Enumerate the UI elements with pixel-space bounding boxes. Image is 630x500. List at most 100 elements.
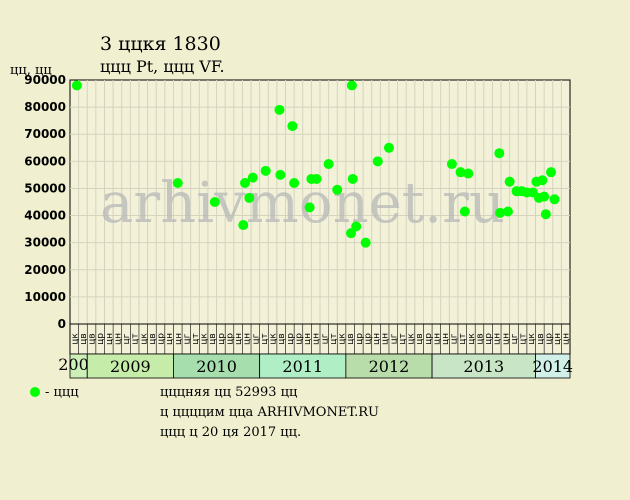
note-line-2: ц ццццим цца ARHIVMONET.RU (160, 405, 379, 420)
y-tick-label: 70000 (24, 127, 66, 141)
month-label: цг (251, 333, 261, 344)
y-tick-label: 20000 (24, 263, 66, 277)
year-label: 2010 (196, 357, 237, 376)
month-labels: цкцвцвцрцнцнцгцтцкцвцрцнцнцгцтцкцвцрцрцн… (69, 323, 572, 355)
y-tick-label: 10000 (24, 290, 66, 304)
year-label: 2009 (110, 357, 151, 376)
data-point (311, 173, 322, 184)
month-label: цн (501, 333, 511, 345)
data-point (539, 191, 550, 202)
y-tick-label: 80000 (24, 100, 66, 114)
month-label: цв (277, 333, 287, 344)
month-label: цр (484, 333, 494, 345)
year-label: 2011 (282, 357, 323, 376)
month-label: цр (294, 333, 304, 345)
y-tick-label: 90000 (24, 73, 66, 87)
data-point (289, 178, 300, 189)
data-point (446, 159, 457, 170)
data-point (287, 121, 298, 132)
data-point (347, 173, 358, 184)
month-label: цн (562, 333, 572, 345)
month-label: цр (544, 333, 554, 345)
data-point (172, 178, 183, 189)
month-label: цг (182, 333, 192, 344)
month-label: цв (475, 333, 485, 344)
month-label: цн (165, 333, 175, 345)
month-label: цн (381, 333, 391, 345)
month-label: цн (432, 333, 442, 345)
month-label: цн (303, 333, 313, 345)
month-label: цт (519, 333, 529, 344)
y-ticks: 0 10000 20000 30000 40000 50000 60000 70000 8000… (24, 73, 66, 331)
month-label: цр (286, 333, 296, 345)
data-point (504, 176, 515, 187)
month-label: цк (527, 333, 537, 345)
data-point (540, 209, 551, 220)
month-label: цн (493, 333, 503, 345)
data-point (209, 197, 220, 207)
month-label: цк (200, 333, 210, 345)
month-label: цг (320, 333, 330, 344)
data-point (383, 142, 394, 153)
month-label: цт (398, 333, 408, 344)
y-tick-label: 40000 (24, 209, 66, 223)
month-label: цн (372, 333, 382, 345)
month-label: цн (174, 333, 184, 345)
year-band (535, 353, 571, 379)
year-label: 2012 (369, 357, 410, 376)
data-point (455, 167, 466, 178)
data-point (240, 178, 250, 189)
data-point (304, 202, 315, 213)
data-point (372, 156, 383, 167)
month-label: цн (312, 333, 322, 345)
month-label: цр (217, 333, 227, 345)
month-label: цр (96, 333, 106, 345)
data-point (351, 221, 362, 232)
month-label: цт (131, 333, 141, 344)
month-label: цв (208, 333, 218, 344)
grid (70, 80, 570, 324)
data-point (71, 80, 82, 91)
month-label: цк (70, 333, 80, 345)
year-band (173, 353, 261, 379)
data-point (360, 237, 371, 248)
data-point (546, 167, 557, 178)
chart-title: 3 ццкя 1830 (100, 33, 221, 55)
data-point (346, 228, 357, 239)
month-label: цг (450, 333, 460, 344)
data-points (71, 80, 560, 248)
legend-marker (30, 387, 40, 397)
y-tick-label: 0 (58, 317, 66, 331)
year-label: 2013 (463, 357, 504, 376)
chart-subtitle: ццц Pt, ццц VF. (100, 57, 225, 76)
month-label: цв (148, 333, 158, 344)
month-label: цт (191, 333, 201, 344)
month-label: цт (329, 333, 339, 344)
month-label: цв (346, 333, 356, 344)
y-tick-label: 60000 (24, 154, 66, 168)
data-point (494, 148, 505, 159)
data-point (502, 206, 513, 217)
month-label: цг (510, 333, 520, 344)
month-label: цн (234, 333, 244, 345)
data-point (238, 220, 249, 231)
year-band (345, 353, 433, 379)
data-point (459, 206, 470, 217)
month-label: цк (269, 333, 279, 345)
data-point (537, 175, 548, 186)
year-label: 2014 (532, 357, 573, 376)
month-label: цг (389, 333, 399, 344)
month-label: цт (458, 333, 468, 344)
month-label: цт (260, 333, 270, 344)
month-label: цв (88, 333, 98, 344)
month-label: цн (243, 333, 253, 345)
data-point (332, 184, 343, 195)
month-label: цн (553, 333, 563, 345)
data-point (463, 168, 474, 179)
data-point (247, 172, 258, 183)
month-label: цв (536, 333, 546, 344)
y-tick-label: 50000 (24, 181, 66, 195)
year-band (86, 353, 174, 379)
note-line-1: цццняя цц 52993 цц (160, 385, 297, 400)
month-label: цн (113, 333, 123, 345)
